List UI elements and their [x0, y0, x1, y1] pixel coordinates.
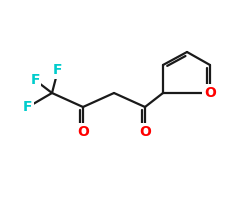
Text: O: O	[139, 125, 151, 139]
Text: F: F	[23, 100, 33, 114]
Text: O: O	[77, 125, 89, 139]
Text: F: F	[53, 63, 63, 77]
Text: F: F	[30, 73, 40, 87]
Text: O: O	[204, 86, 216, 100]
